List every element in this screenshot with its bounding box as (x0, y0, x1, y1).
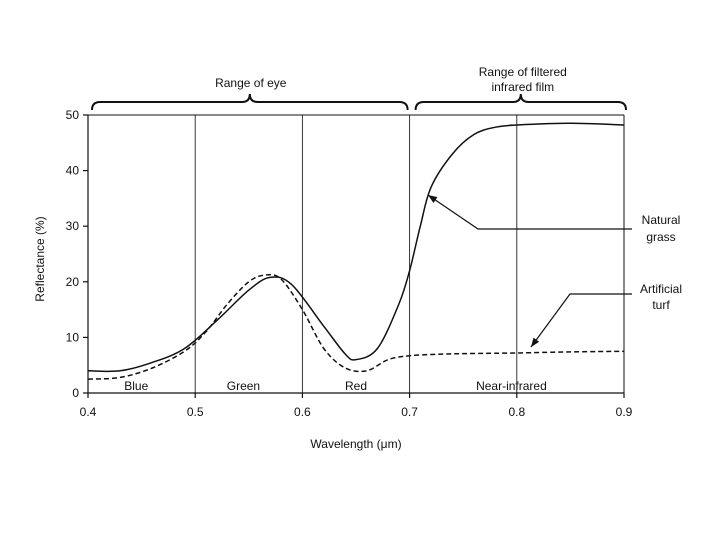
y-tick-label: 0 (72, 386, 79, 400)
x-tick-label: 0.5 (187, 405, 204, 419)
range-of-eye-brace (91, 93, 409, 111)
artificial-turf-leader (530, 293, 632, 348)
band-label: Blue (124, 379, 148, 393)
series-lines (87, 122, 625, 380)
y-axis-label: Reflectance (%) (33, 216, 47, 301)
band-label: Near-infrared (476, 379, 547, 393)
x-tick-label: 0.6 (294, 405, 311, 419)
band-label: Green (227, 379, 260, 393)
y-tick-label: 10 (66, 330, 80, 344)
x-tick-label: 0.7 (401, 405, 418, 419)
annotations: Blue Green Red Near-infrared (91, 93, 632, 393)
range-infrared-film-label-line1: Range of filtered (479, 65, 567, 79)
range-of-eye-label: Range of eye (215, 76, 287, 90)
x-tick-label: 0.4 (80, 405, 97, 419)
artificial-turf-label-line1: Artificial (640, 282, 682, 296)
natural-grass-leader (427, 194, 632, 230)
artificial-turf-line (87, 273, 625, 380)
range-infrared-film-label-line2: infrared film (491, 80, 554, 94)
x-tick-label: 0.8 (508, 405, 525, 419)
natural-grass-arrowhead (428, 195, 438, 203)
range-infrared-film-brace (414, 93, 627, 111)
natural-grass-label-line1: Natural (642, 213, 681, 227)
y-tick-label: 40 (66, 164, 80, 178)
y-tick-label: 50 (66, 108, 80, 122)
x-axis-label: Wavelength (μm) (310, 437, 401, 451)
axes: 0 10 20 30 40 50 0.4 0.5 0.6 0.7 0.8 0.9 (66, 108, 633, 419)
natural-grass-line (87, 122, 625, 373)
x-tick-label: 0.9 (616, 405, 633, 419)
natural-grass-label-line2: grass (646, 230, 675, 244)
artificial-turf-label-line2: turf (652, 298, 670, 312)
y-tick-label: 30 (66, 219, 80, 233)
artificial-turf-arrowhead (531, 337, 540, 347)
band-label: Red (345, 379, 367, 393)
y-tick-label: 20 (66, 275, 80, 289)
gridlines (194, 115, 518, 393)
